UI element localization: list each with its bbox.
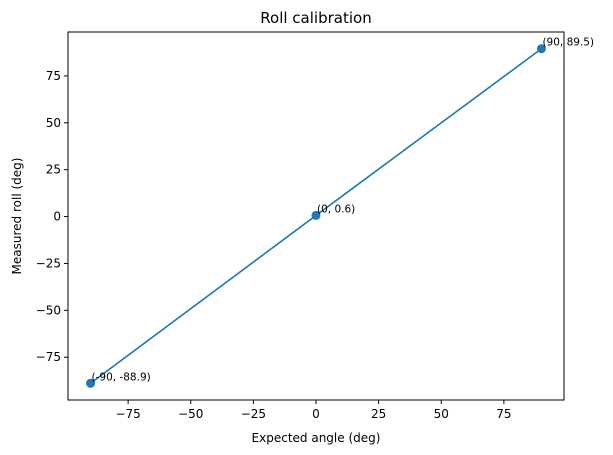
y-axis-ticks: −75 −50 −25 0 25 50 75 — [36, 69, 68, 364]
x-tick-label: 0 — [312, 407, 320, 421]
y-tick-label: 50 — [46, 116, 61, 130]
y-tick-label: 75 — [46, 69, 61, 83]
y-tick-label: −50 — [36, 303, 61, 317]
data-point-marker — [86, 378, 96, 388]
y-tick-label: −25 — [36, 256, 61, 270]
data-point-marker — [536, 44, 546, 54]
x-tick-label: −75 — [115, 407, 140, 421]
y-axis-label: Measured roll (deg) — [10, 158, 24, 275]
y-tick-label: 25 — [46, 163, 61, 177]
x-tick-label: 75 — [496, 407, 511, 421]
data-point-annotation: (0, 0.6) — [317, 203, 355, 215]
data-point-annotation: (-90, -88.9) — [92, 371, 151, 383]
y-tick-label: 0 — [53, 210, 61, 224]
x-tick-label: 25 — [371, 407, 386, 421]
x-tick-label: −25 — [241, 407, 266, 421]
x-tick-label: 50 — [434, 407, 449, 421]
series-layer — [86, 44, 546, 388]
x-tick-label: −50 — [178, 407, 203, 421]
y-tick-label: −75 — [36, 350, 61, 364]
chart-title: Roll calibration — [260, 9, 371, 27]
data-point-marker — [311, 210, 321, 220]
x-axis-label: Expected angle (deg) — [252, 431, 381, 445]
annotation-layer: (-90, -88.9) (0, 0.6) (90, 89.5) — [92, 37, 595, 384]
data-point-annotation: (90, 89.5) — [542, 37, 594, 49]
x-axis-ticks: −75 −50 −25 0 25 50 75 — [115, 400, 512, 421]
